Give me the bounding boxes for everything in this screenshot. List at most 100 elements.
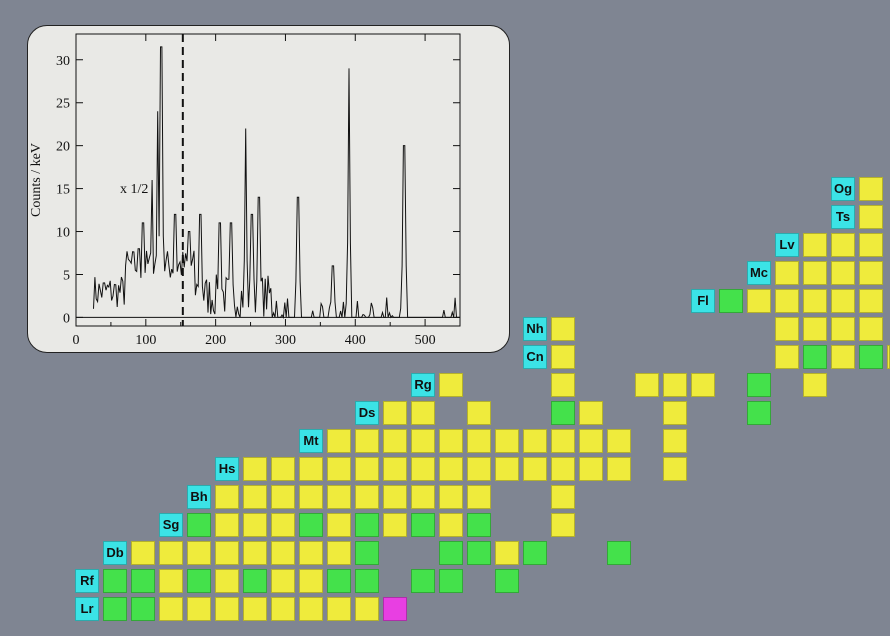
element-label-ts: Ts (831, 205, 855, 229)
isotope-cell (131, 569, 155, 593)
isotope-cell (327, 569, 351, 593)
x-tick-label: 0 (73, 333, 80, 348)
isotope-cell (271, 541, 295, 565)
isotope-cell (103, 597, 127, 621)
isotope-cell (383, 429, 407, 453)
isotope-cell (439, 485, 463, 509)
isotope-cell (271, 457, 295, 481)
x-tick-label: 400 (345, 333, 366, 348)
isotope-cell (831, 345, 855, 369)
isotope-cell (691, 373, 715, 397)
isotope-cell (439, 569, 463, 593)
isotope-cell (383, 597, 407, 621)
element-label-fl: Fl (691, 289, 715, 313)
isotope-cell (775, 317, 799, 341)
isotope-cell (327, 597, 351, 621)
isotope-cell (579, 429, 603, 453)
isotope-cell (411, 485, 435, 509)
isotope-cell (215, 569, 239, 593)
isotope-cell (383, 457, 407, 481)
isotope-cell (663, 401, 687, 425)
isotope-cell (383, 485, 407, 509)
isotope-cell (831, 261, 855, 285)
isotope-cell (551, 513, 575, 537)
isotope-cell (187, 541, 211, 565)
isotope-cell (439, 513, 463, 537)
element-label-cn: Cn (523, 345, 547, 369)
isotope-cell (803, 233, 827, 257)
isotope-cell (775, 261, 799, 285)
y-tick-label: 20 (56, 140, 70, 155)
element-label-ds: Ds (355, 401, 379, 425)
isotope-cell (355, 485, 379, 509)
element-label-lv: Lv (775, 233, 799, 257)
isotope-cell (159, 541, 183, 565)
isotope-cell (355, 569, 379, 593)
element-label-db: Db (103, 541, 127, 565)
isotope-cell (215, 513, 239, 537)
isotope-cell (551, 401, 575, 425)
isotope-cell (803, 373, 827, 397)
isotope-cell (495, 429, 519, 453)
isotope-cell (355, 513, 379, 537)
isotope-cell (803, 289, 827, 313)
isotope-cell (663, 429, 687, 453)
isotope-cell (719, 289, 743, 313)
isotope-cell (551, 317, 575, 341)
isotope-cell (187, 597, 211, 621)
y-tick-label: 10 (56, 226, 70, 241)
isotope-cell (635, 373, 659, 397)
isotope-cell (495, 541, 519, 565)
isotope-cell (803, 345, 827, 369)
gamma-spectrum-plot: 0 100 200 300 400 500 0 5 10 15 20 25 30 Eγ (keV) Coun… (29, 33, 461, 352)
x-tick-label: 200 (205, 333, 226, 348)
isotope-cell (579, 401, 603, 425)
element-label-mt: Mt (299, 429, 323, 453)
isotope-cell (271, 485, 295, 509)
isotope-cell (187, 513, 211, 537)
element-label-bh: Bh (187, 485, 211, 509)
isotope-cell (551, 345, 575, 369)
isotope-cell (831, 233, 855, 257)
isotope-cell (411, 429, 435, 453)
element-label-rf: Rf (75, 569, 99, 593)
isotope-cell (159, 597, 183, 621)
isotope-cell (663, 457, 687, 481)
isotope-cell (439, 429, 463, 453)
isotope-cell (775, 345, 799, 369)
isotope-cell (299, 513, 323, 537)
element-label-nh: Nh (523, 317, 547, 341)
isotope-cell (355, 429, 379, 453)
isotope-cell (551, 457, 575, 481)
isotope-cell (327, 429, 351, 453)
isotope-cell (859, 233, 883, 257)
isotope-cell (243, 485, 267, 509)
isotope-cell (271, 597, 295, 621)
isotope-cell (551, 373, 575, 397)
scale-annotation: x 1/2 (120, 182, 148, 197)
isotope-cell (523, 429, 547, 453)
isotope-cell (859, 289, 883, 313)
isotope-cell (747, 373, 771, 397)
isotope-cell (467, 401, 491, 425)
plot-frame (75, 33, 461, 327)
isotope-cell (327, 541, 351, 565)
isotope-cell (859, 177, 883, 201)
isotope-cell (859, 317, 883, 341)
element-label-sg: Sg (159, 513, 183, 537)
isotope-cell (355, 457, 379, 481)
y-tick-label: 0 (63, 311, 70, 326)
isotope-cell (551, 429, 575, 453)
isotope-cell (383, 513, 407, 537)
isotope-cell (467, 513, 491, 537)
isotope-cell (803, 261, 827, 285)
isotope-cell (215, 485, 239, 509)
x-tick-label: 100 (135, 333, 156, 348)
isotope-cell (831, 317, 855, 341)
isotope-cell (495, 457, 519, 481)
x-axis-label: Eγ (keV) (243, 351, 294, 352)
y-tick-label: 30 (56, 54, 70, 69)
isotope-cell (271, 513, 295, 537)
isotope-cell (243, 457, 267, 481)
